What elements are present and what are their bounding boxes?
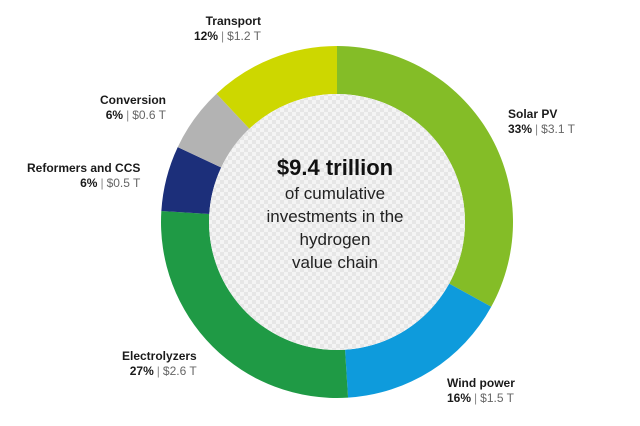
donut-slice-wind-power: [345, 283, 492, 398]
label-separator: |: [156, 364, 160, 378]
center-line: investments in the: [266, 207, 404, 226]
center-line: of cumulative: [284, 184, 386, 203]
donut-slice-electrolyzers: [160, 210, 349, 398]
center-headline: $9.4 trillion: [276, 155, 394, 180]
slice-name: Solar PV: [508, 107, 558, 121]
center-line: hydrogen: [299, 230, 371, 249]
label-separator: |: [126, 108, 130, 122]
slice-amount: $1.2 T: [227, 29, 261, 43]
center-line: value chain: [291, 253, 378, 272]
donut-slice-conversion: [177, 93, 250, 168]
slice-label-reformers-ccs: Reformers and CCS 6% | $0.5 T: [27, 161, 140, 191]
slice-label-transport: Transport 12% | $1.2 T: [194, 14, 261, 44]
slice-name: Reformers and CCS: [27, 161, 141, 175]
donut-slice-reformers-and-ccs: [161, 147, 222, 214]
slice-label-wind-power: Wind power 16% | $1.5 T: [447, 376, 515, 406]
label-separator: |: [100, 176, 104, 190]
slice-amount: $2.6 T: [162, 364, 197, 378]
slice-percent: 16%: [447, 391, 472, 405]
slice-label-solar-pv: Solar PV 33% | $3.1 T: [508, 107, 575, 137]
slice-name: Conversion: [100, 93, 167, 107]
donut-slices: [160, 46, 514, 398]
slice-name: Transport: [205, 14, 261, 28]
donut-slice-transport: [216, 46, 337, 129]
donut-slice-solar-pv: [337, 46, 514, 307]
label-separator: |: [221, 29, 225, 43]
slice-percent: 12%: [194, 29, 219, 43]
center-caption: $9.4 trillion of cumulative investments …: [240, 154, 430, 274]
label-separator: |: [474, 391, 478, 405]
donut-center-fill: [209, 94, 465, 350]
slice-amount: $1.5 T: [480, 391, 514, 405]
slice-name: Wind power: [447, 376, 515, 390]
slice-amount: $3.1 T: [541, 122, 575, 136]
slice-percent: 27%: [129, 364, 154, 378]
slice-percent: 33%: [508, 122, 533, 136]
label-separator: |: [535, 122, 539, 136]
slice-label-conversion: Conversion 6% | $0.6 T: [100, 93, 166, 123]
slice-percent: 6%: [105, 108, 124, 122]
slice-amount: $0.6 T: [132, 108, 167, 122]
slice-amount: $0.5 T: [106, 176, 141, 190]
slice-name: Electrolyzers: [122, 349, 197, 363]
slice-label-electrolyzers: Electrolyzers 27% | $2.6 T: [122, 349, 197, 379]
slice-percent: 6%: [80, 176, 98, 190]
